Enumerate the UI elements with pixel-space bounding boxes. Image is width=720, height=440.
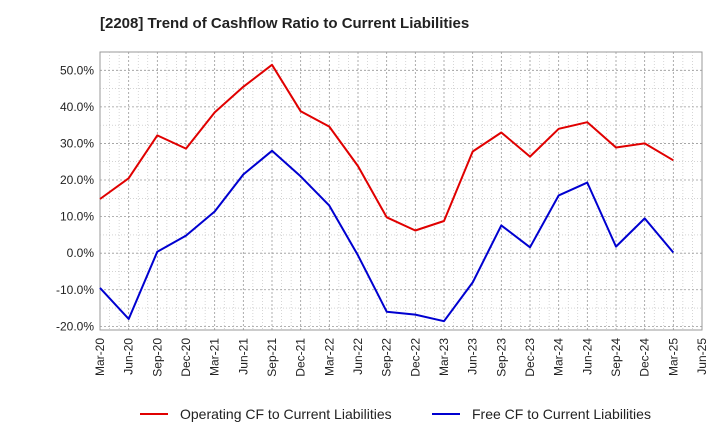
x-tick-label: Jun-22 <box>351 338 365 375</box>
x-tick-label: Mar-23 <box>437 338 451 376</box>
x-tick-label: Jun-20 <box>122 338 136 375</box>
series-line-2 <box>99 149 675 323</box>
legend-label-1: Operating CF to Current Liabilities <box>180 406 392 422</box>
y-tick-label: 30.0% <box>60 136 94 150</box>
legend-label-2: Free CF to Current Liabilities <box>472 406 651 422</box>
y-tick-label: 50.0% <box>60 63 94 77</box>
x-tick-label: Sep-22 <box>380 338 394 377</box>
x-tick-label: Jun-23 <box>466 338 480 375</box>
y-tick-label: 40.0% <box>60 100 94 114</box>
y-tick-label: 0.0% <box>67 246 95 260</box>
y-tick-label: -20.0% <box>56 319 94 333</box>
x-tick-label: Sep-21 <box>265 338 279 377</box>
y-tick-label: -10.0% <box>56 283 94 297</box>
x-tick-label: Jun-21 <box>236 338 250 375</box>
x-tick-label: Dec-20 <box>179 338 193 377</box>
x-tick-label: Sep-24 <box>609 338 623 377</box>
x-tick-label: Mar-21 <box>208 338 222 376</box>
y-tick-label: 20.0% <box>60 173 94 187</box>
x-tick-label: Dec-21 <box>294 338 308 377</box>
x-tick-label: Dec-24 <box>638 338 652 377</box>
x-tick-label: Mar-24 <box>552 338 566 376</box>
x-tick-label: Dec-22 <box>408 338 422 377</box>
x-tick-label: Sep-20 <box>150 338 164 377</box>
x-tick-label: Jun-25 <box>695 338 709 375</box>
x-tick-label: Jun-24 <box>580 338 594 375</box>
x-tick-label: Mar-22 <box>322 338 336 376</box>
series-line-1 <box>99 63 674 232</box>
x-tick-label: Dec-23 <box>523 338 537 377</box>
chart-title: [2208] Trend of Cashflow Ratio to Curren… <box>100 15 470 32</box>
x-tick-label: Sep-23 <box>494 338 508 377</box>
y-tick-label: 10.0% <box>60 210 94 224</box>
plot-area <box>99 51 703 331</box>
x-tick-label: Mar-20 <box>93 338 107 376</box>
x-tick-label: Mar-25 <box>666 338 680 376</box>
